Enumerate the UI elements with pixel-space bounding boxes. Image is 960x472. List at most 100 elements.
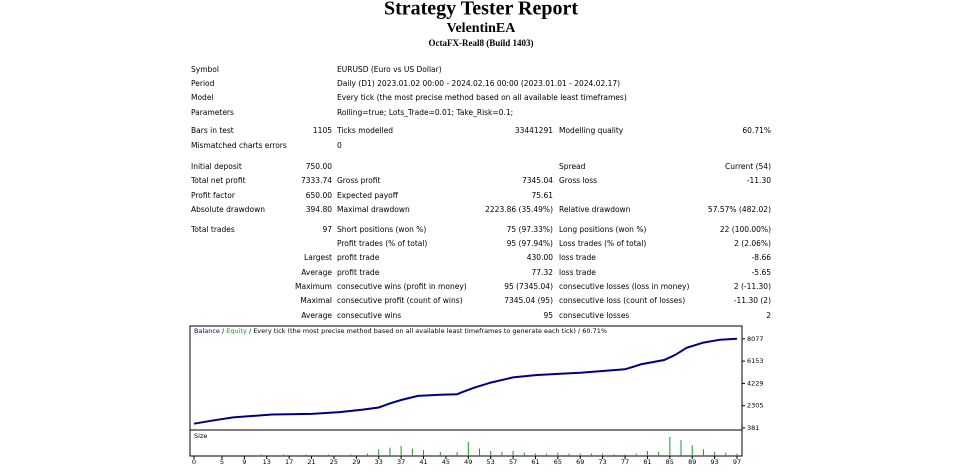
table-cell: Gross loss <box>559 176 597 185</box>
table-cell: Gross profit <box>337 176 381 185</box>
x-tick-label: 77 <box>621 458 629 466</box>
table-cell: 57.57% (482.02) <box>708 205 771 214</box>
table-cell: 7345.04 (95) <box>504 296 553 305</box>
table-cell: Ticks modelled <box>336 126 393 135</box>
table-cell: Short positions (won %) <box>337 225 426 234</box>
table-cell: Every tick (the most precise method base… <box>337 93 627 102</box>
x-tick-label: 41 <box>419 458 427 466</box>
table-cell: 430.00 <box>527 253 553 262</box>
table-cell: Loss trades (% of total) <box>559 239 646 248</box>
legend-balance: Balance <box>194 327 220 335</box>
x-tick-label: 61 <box>531 458 539 466</box>
y-tick-label: 8077 <box>747 335 764 343</box>
table-cell: Period <box>191 79 215 88</box>
table-cell: Rolling=true; Lots_Trade=0.01; Take_Risk… <box>337 108 513 117</box>
table-cell: Average <box>301 268 332 277</box>
table-cell: -8.66 <box>752 253 772 262</box>
table-cell: Parameters <box>191 108 234 117</box>
table-cell: -11.30 <box>747 176 771 185</box>
table-cell: Largest <box>304 253 332 262</box>
y-tick-label: 2305 <box>747 402 764 410</box>
table-cell: Bars in test <box>191 126 234 135</box>
table-cell: Model <box>191 93 214 102</box>
y-tick-label: 6153 <box>747 357 764 365</box>
x-tick-label: 57 <box>509 458 517 466</box>
server: OctaFX-Real8 (Build 1403) <box>429 38 534 48</box>
x-tick-label: 81 <box>643 458 651 466</box>
table-cell: Maximum <box>295 282 332 291</box>
title: Strategy Tester Report <box>384 0 578 20</box>
x-tick-label: 49 <box>464 458 472 466</box>
table-cell: 394.80 <box>306 205 332 214</box>
x-tick-label: 53 <box>487 458 495 466</box>
table-cell: Profit trades (% of total) <box>337 239 427 248</box>
x-tick-label: 17 <box>285 458 293 466</box>
table-cell: Total net profit <box>190 176 246 185</box>
y-tick-label: 381 <box>747 424 759 432</box>
x-tick-label: 45 <box>442 458 450 466</box>
x-tick-label: 9 <box>242 458 246 466</box>
table-cell: 7345.04 <box>522 176 553 185</box>
table-cell: consecutive profit (count of wins) <box>337 296 463 305</box>
table-cell: 75 (97.33%) <box>507 225 553 234</box>
table-cell: Daily (D1) 2023.01.02 00:00 - 2024.02.16… <box>337 79 620 88</box>
table-cell: 2 (-11.30) <box>734 282 771 291</box>
table-cell: 7333.74 <box>301 176 332 185</box>
table-cell: 95 (7345.04) <box>504 282 553 291</box>
chart-subtitle: / Every tick (the most precise method ba… <box>249 327 607 335</box>
table-cell: Maximal <box>300 296 332 305</box>
table-cell: profit trade <box>337 268 380 277</box>
table-cell: 1105 <box>313 126 332 135</box>
table-cell: Relative drawdown <box>559 205 631 214</box>
x-tick-label: 37 <box>397 458 405 466</box>
table-cell: Mismatched charts errors <box>191 141 287 150</box>
x-tick-label: 13 <box>263 458 271 466</box>
table-cell: 2223.86 (35.49%) <box>485 205 553 214</box>
table-cell: Profit factor <box>191 191 236 200</box>
table-cell: 77.32 <box>532 268 554 277</box>
table-cell: Average <box>301 311 332 320</box>
table-cell: Current (54) <box>725 162 771 171</box>
table-cell: consecutive wins (profit in money) <box>337 282 467 291</box>
table-cell: 2 <box>766 311 771 320</box>
table-cell: 0 <box>337 141 342 150</box>
x-tick-label: 65 <box>554 458 562 466</box>
table-cell: consecutive losses (loss in money) <box>559 282 689 291</box>
table-cell: -5.65 <box>752 268 772 277</box>
table-cell: Total trades <box>190 225 235 234</box>
table-cell: Absolute drawdown <box>191 205 265 214</box>
x-tick-label: 5 <box>220 458 224 466</box>
legend-equity: Equity <box>226 327 247 335</box>
chart-header: Balance / Equity / Every tick (the most … <box>194 327 607 335</box>
expert-name: VelentinEA <box>447 21 517 36</box>
table-cell: 2 (2.06%) <box>734 239 771 248</box>
x-tick-label: 93 <box>710 458 718 466</box>
size-frame <box>189 429 743 457</box>
table-cell: consecutive losses <box>559 311 629 320</box>
table-cell: Spread <box>559 162 586 171</box>
table-cell: Initial deposit <box>191 162 242 171</box>
table-cell: 60.71% <box>742 126 771 135</box>
table-cell: consecutive loss (count of losses) <box>559 296 685 305</box>
separator: / <box>222 327 225 335</box>
table-cell: loss trade <box>559 268 596 277</box>
x-tick-label: 97 <box>733 458 741 466</box>
x-tick-label: 21 <box>307 458 315 466</box>
y-tick-label: 4229 <box>747 379 764 387</box>
table-cell: 650.00 <box>306 191 332 200</box>
table-cell: 75.61 <box>532 191 554 200</box>
table-cell: 750.00 <box>306 162 332 171</box>
table-cell: Maximal drawdown <box>337 205 410 214</box>
table-cell: 33441291 <box>515 126 553 135</box>
table-cell: consecutive wins <box>337 311 401 320</box>
chart-frame <box>189 325 743 431</box>
x-tick-label: 33 <box>375 458 383 466</box>
x-tick-label: 0 <box>192 458 196 466</box>
table-cell: loss trade <box>559 253 596 262</box>
x-tick-label: 29 <box>352 458 360 466</box>
x-tick-label: 25 <box>330 458 338 466</box>
table-cell: 97 <box>322 225 332 234</box>
table-cell: EURUSD (Euro vs US Dollar) <box>337 65 442 74</box>
table-cell: -11.30 (2) <box>734 296 771 305</box>
